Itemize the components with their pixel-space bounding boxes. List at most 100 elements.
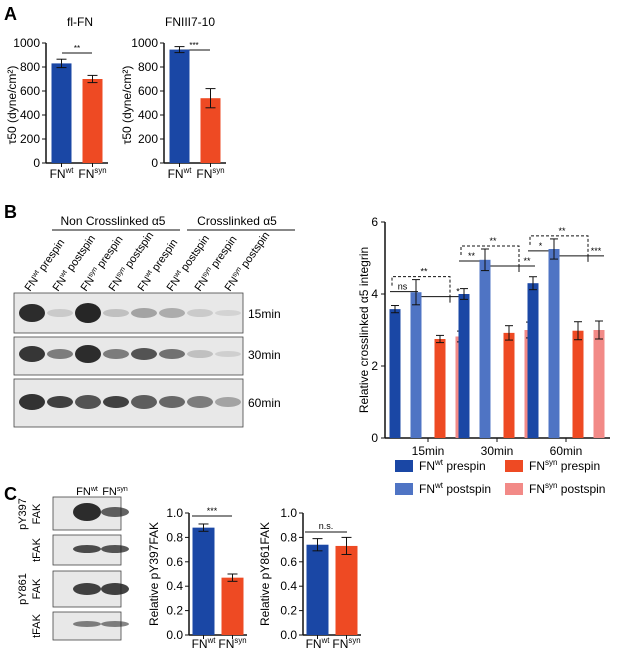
y-tick-label: 0 <box>371 431 378 445</box>
blot-band <box>103 396 129 408</box>
blot-band <box>73 621 101 627</box>
legend-swatch <box>395 483 413 495</box>
blot-band <box>131 308 157 318</box>
blot-30min <box>13 336 244 376</box>
x-tick-label: FNsyn <box>332 636 360 651</box>
y-tick-label: 200 <box>20 132 40 146</box>
blot-header: FNsyn <box>102 486 128 498</box>
y-tick-label: 1000 <box>131 36 158 50</box>
y-tick-label: 0.8 <box>166 530 183 544</box>
y-tick-label: 1.0 <box>166 506 183 520</box>
c-blot-row <box>52 496 129 531</box>
blot-band <box>215 310 241 316</box>
b-chart-ylabel: Relative crosslinked α5 integrin <box>357 247 371 413</box>
x-tick-label: FNsyn <box>218 636 246 651</box>
blot-band <box>131 348 157 360</box>
bar <box>51 63 72 163</box>
panel-letter-a: A <box>4 4 17 24</box>
a-right-significance: *** <box>178 41 210 51</box>
blot-band <box>215 397 241 407</box>
blot-band <box>19 346 45 362</box>
bar <box>192 527 215 635</box>
sig-label: ** <box>523 256 531 266</box>
chart-A-left: 0 200 400 600 800 1000 FNwt FNsyn <box>13 36 108 181</box>
c-right-sig: n.s. <box>319 521 334 531</box>
legend-label: FNsyn postspin <box>529 481 605 496</box>
sig-label: ** <box>489 236 497 246</box>
blot-60min <box>13 378 244 428</box>
y-tick-label: 0.4 <box>280 579 297 593</box>
x-tick-label: 30min <box>481 444 514 458</box>
blot-band <box>101 621 129 627</box>
blot-row-label: tFAK <box>31 613 43 638</box>
c-left-significance: *** <box>192 506 232 517</box>
legend-label: FNsyn prespin <box>529 458 600 473</box>
c-blot-row <box>52 611 129 641</box>
blot-band <box>75 395 101 409</box>
y-tick-label: 0.6 <box>166 555 183 569</box>
legend-swatch <box>505 483 523 495</box>
a-left-significance: ** <box>62 44 92 54</box>
blot-band <box>47 309 73 317</box>
blot-band <box>75 345 101 363</box>
bar <box>82 79 103 163</box>
blot-band <box>101 583 129 595</box>
sig-label: ** <box>420 267 428 277</box>
legend-swatch <box>395 460 413 472</box>
y-tick-label: 800 <box>20 60 40 74</box>
panel-letter-b: B <box>4 202 17 222</box>
b-blots: 15min 30min 60min <box>13 292 281 428</box>
blot-row-label: FAK <box>31 578 43 599</box>
sig-bracket <box>460 245 520 266</box>
y-tick-label: 0.4 <box>166 579 183 593</box>
y-tick-label: 0.2 <box>166 604 183 618</box>
blot-time-label: 60min <box>248 396 281 410</box>
blot-band <box>215 351 241 357</box>
bar <box>458 294 470 438</box>
x-tick-label: FNwt <box>50 166 75 181</box>
x-tick-label: 15min <box>412 444 445 458</box>
c-left-sig: *** <box>207 506 218 516</box>
y-tick-label: 1000 <box>13 36 40 50</box>
bar <box>335 545 358 635</box>
panel-letter-c: C <box>4 484 17 504</box>
blot-row-label: pY397 <box>17 498 29 530</box>
sig-label: * <box>456 287 460 297</box>
x-tick-label: 60min <box>550 444 583 458</box>
y-tick-label: 0.8 <box>280 530 297 544</box>
y-tick-label: 600 <box>20 84 40 98</box>
sig-label: *** <box>591 246 602 256</box>
blot-band <box>103 309 129 317</box>
y-tick-label: 200 <box>138 132 158 146</box>
blot-band <box>19 304 45 322</box>
blot-band <box>187 350 213 358</box>
blot-time-label: 15min <box>248 307 281 321</box>
blot-row-label: pY861 <box>17 573 29 605</box>
blot-band <box>47 349 73 359</box>
y-tick-label: 800 <box>138 60 158 74</box>
bar <box>306 544 329 635</box>
x-tick-label: FNsyn <box>196 166 224 181</box>
blot-band <box>187 396 213 408</box>
y-tick-label: 0.0 <box>166 628 183 642</box>
legend-label: FNwt postspin <box>419 481 491 496</box>
bar <box>389 309 401 438</box>
blot-header: FNwt <box>76 486 98 498</box>
legend-swatch <box>505 460 523 472</box>
y-tick-label: 1.0 <box>280 506 297 520</box>
chart-C-left: 0.0 0.2 0.4 0.6 0.8 1.0 FNwt FNsyn <box>166 506 247 651</box>
blot-band <box>73 503 101 521</box>
blot-frame <box>13 292 244 334</box>
x-tick-label: FNsyn <box>78 166 106 181</box>
bar <box>527 283 539 438</box>
y-tick-label: 4 <box>371 287 378 301</box>
bar <box>410 292 422 438</box>
y-tick-label: 0 <box>33 156 40 170</box>
blot-row-label: tFAK <box>31 537 43 562</box>
y-tick-label: 0.2 <box>280 604 297 618</box>
bar <box>572 330 584 438</box>
y-tick-label: 0.0 <box>280 628 297 642</box>
